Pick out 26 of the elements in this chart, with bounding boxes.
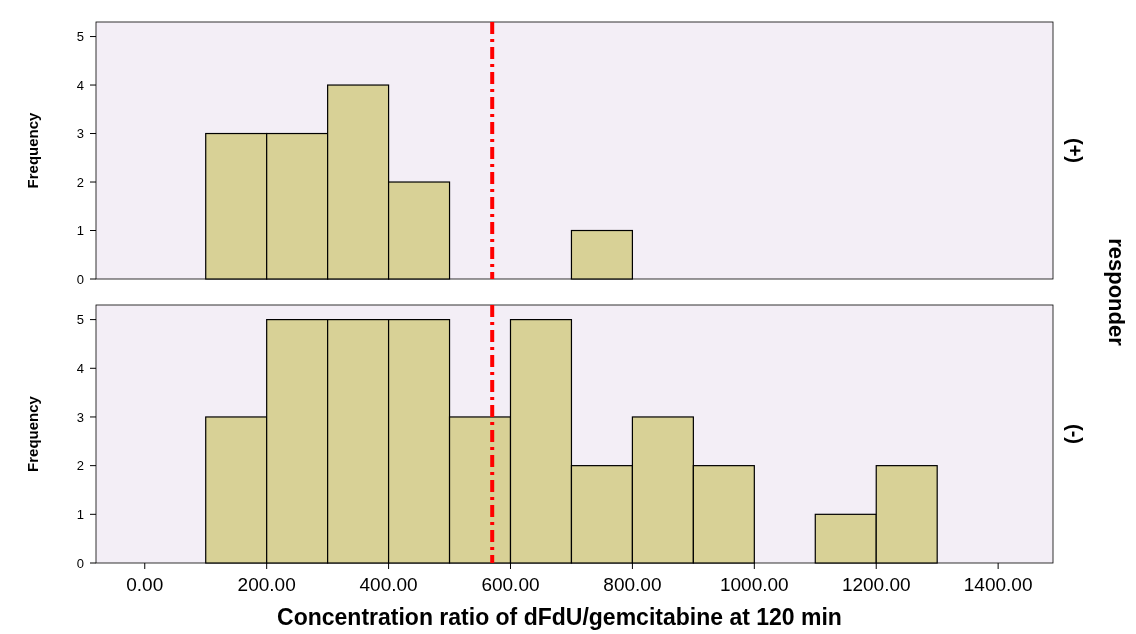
x-tick-label: 400.00 xyxy=(359,574,418,595)
x-tick-label: 800.00 xyxy=(603,574,662,595)
y-tick-label: 1 xyxy=(76,506,84,522)
x-tick-label: 1400.00 xyxy=(963,574,1033,595)
y-tick-label: 5 xyxy=(76,29,84,45)
x-tick-label: 600.00 xyxy=(481,574,540,595)
x-tick-label: 0.00 xyxy=(126,574,164,595)
x-axis-title: Concentration ratio of dFdU/gemcitabine at 120 min xyxy=(277,604,842,630)
y-tick-label: 5 xyxy=(76,312,84,328)
y2-axis-title: (+) xyxy=(1064,138,1086,163)
x-tick-label: 1000.00 xyxy=(719,574,789,595)
y-tick-label: 3 xyxy=(76,126,84,142)
y-tick-label: 2 xyxy=(76,458,84,474)
y-tick-label: 0 xyxy=(76,555,84,571)
y-tick-label: 1 xyxy=(76,223,84,239)
x-tick-label: 200.00 xyxy=(237,574,296,595)
y-tick-label: 4 xyxy=(76,360,84,376)
y-axis-title: Frequency xyxy=(24,111,41,189)
y-tick-label: 3 xyxy=(76,409,84,425)
text: responder xyxy=(1104,238,1130,347)
y-tick-label: 0 xyxy=(76,271,84,287)
y-axis-title: Frequency xyxy=(24,395,41,472)
y-tick-label: 4 xyxy=(76,77,84,93)
y-tick-label: 2 xyxy=(76,174,84,190)
x-tick-label: 1200.00 xyxy=(841,574,911,595)
y2-axis-title: (-) xyxy=(1064,424,1086,444)
